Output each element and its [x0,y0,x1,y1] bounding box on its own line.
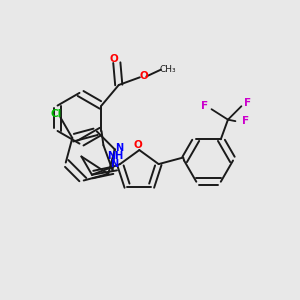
Text: N: N [110,159,118,170]
Text: F: F [244,98,251,108]
Text: CH₃: CH₃ [159,65,176,74]
Text: F: F [201,101,208,111]
Text: N: N [115,143,123,153]
Text: O: O [110,54,118,64]
Text: Cl: Cl [50,109,62,119]
Text: NH: NH [107,151,124,161]
Text: F: F [242,116,249,126]
Text: O: O [139,71,148,81]
Text: O: O [134,140,142,150]
